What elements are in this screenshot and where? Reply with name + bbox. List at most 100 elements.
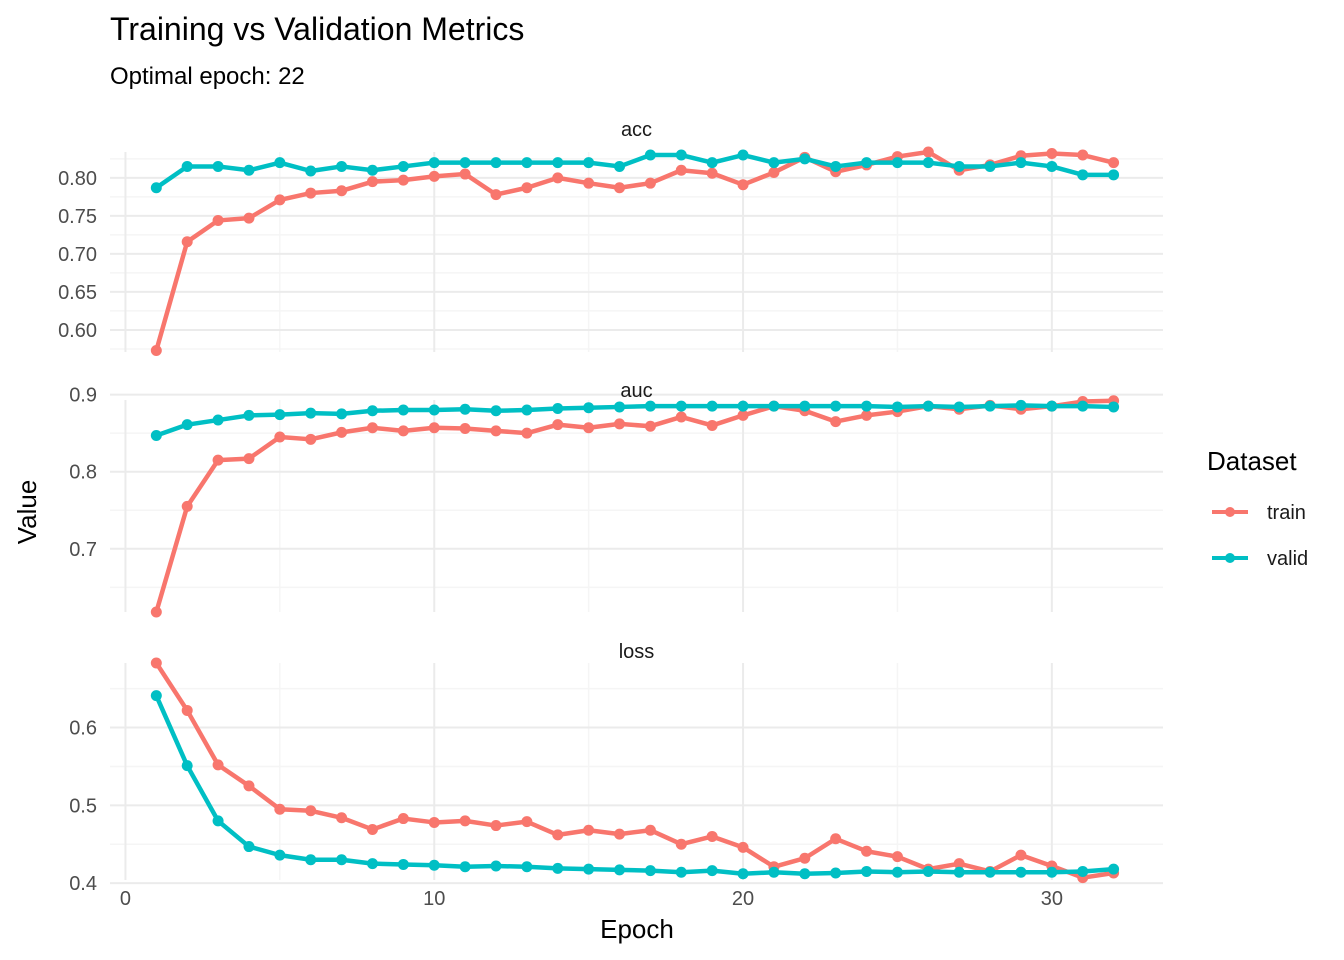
y-axis-title: Value <box>12 480 42 545</box>
data-point-valid <box>243 841 255 853</box>
x-tick-label: 20 <box>732 888 754 910</box>
data-point-valid <box>830 160 842 172</box>
data-point-valid <box>1108 169 1120 181</box>
data-point-train <box>366 823 378 835</box>
y-tick-label: 0.5 <box>69 795 97 817</box>
data-point-valid <box>583 157 595 169</box>
data-point-valid <box>706 865 718 877</box>
data-point-valid <box>181 760 193 772</box>
data-point-train <box>428 422 440 434</box>
x-tick-label: 30 <box>1041 888 1063 910</box>
y-tick-label: 0.65 <box>58 282 97 304</box>
data-point-train <box>397 813 409 825</box>
data-point-train <box>181 236 193 248</box>
data-point-train <box>768 167 780 179</box>
data-point-train <box>305 805 317 817</box>
data-point-train <box>490 425 502 437</box>
data-point-valid <box>274 409 286 421</box>
data-point-train <box>274 431 286 443</box>
facet-strip-label: acc <box>621 119 652 141</box>
data-point-valid <box>891 866 903 878</box>
data-point-valid <box>397 404 409 416</box>
facet-panel-loss: 0.4 0.5 0.6 loss <box>69 641 1163 895</box>
data-point-valid <box>1077 865 1089 877</box>
data-point-train <box>737 409 749 421</box>
data-point-valid <box>150 429 162 441</box>
data-point-train <box>891 851 903 863</box>
data-point-valid <box>737 149 749 161</box>
data-point-valid <box>644 149 656 161</box>
data-point-train <box>150 606 162 618</box>
series-line-valid <box>154 693 1116 877</box>
data-point-valid <box>490 860 502 872</box>
facet-strip-label: auc <box>620 380 652 402</box>
data-point-valid <box>861 865 873 877</box>
legend: Dataset train valid <box>1207 446 1308 570</box>
legend-label-train: train <box>1267 502 1306 524</box>
data-point-train <box>1046 148 1058 160</box>
data-point-train <box>397 174 409 186</box>
data-point-train <box>212 454 224 466</box>
data-point-train <box>305 433 317 445</box>
chart-title: Training vs Validation Metrics <box>110 11 524 47</box>
data-point-train <box>830 833 842 845</box>
data-point-train <box>366 176 378 188</box>
data-point-train <box>861 409 873 421</box>
data-point-valid <box>521 861 533 873</box>
data-point-valid <box>891 401 903 413</box>
data-point-valid <box>1077 169 1089 181</box>
x-tick-label: 10 <box>423 888 445 910</box>
data-point-train <box>428 816 440 828</box>
data-point-valid <box>212 815 224 827</box>
data-point-train <box>830 416 842 428</box>
data-point-valid <box>181 160 193 172</box>
x-axis: 0 10 20 30 <box>120 888 1063 910</box>
data-point-valid <box>830 867 842 879</box>
y-tick-label: 0.4 <box>69 873 97 895</box>
data-point-valid <box>644 865 656 877</box>
data-point-valid <box>614 160 626 172</box>
data-point-valid <box>150 690 162 702</box>
data-point-valid <box>1046 866 1058 878</box>
data-point-valid <box>366 858 378 870</box>
data-point-valid <box>953 401 965 413</box>
data-point-valid <box>336 160 348 172</box>
data-point-train <box>953 858 965 870</box>
data-point-valid <box>768 157 780 169</box>
y-tick-label: 0.75 <box>58 206 97 228</box>
data-point-train <box>336 812 348 824</box>
data-point-valid <box>243 164 255 176</box>
x-axis-title: Epoch <box>600 914 674 944</box>
data-point-valid <box>305 407 317 419</box>
data-point-train <box>706 419 718 431</box>
data-point-train <box>1077 149 1089 161</box>
data-point-train <box>428 170 440 182</box>
data-point-valid <box>428 157 440 169</box>
facet-panel-acc: 0.60 0.65 0.70 0.75 0.80 acc <box>58 119 1163 356</box>
data-point-train <box>552 419 564 431</box>
x-tick-label: 0 <box>120 888 131 910</box>
data-point-valid <box>181 419 193 431</box>
data-point-train <box>366 422 378 434</box>
legend-label-valid: valid <box>1267 548 1308 570</box>
data-point-train <box>583 824 595 836</box>
data-point-train <box>552 172 564 184</box>
data-point-train <box>490 189 502 201</box>
data-point-valid <box>830 400 842 412</box>
series-line-train <box>154 660 1116 880</box>
legend-item-valid: valid <box>1212 548 1308 570</box>
data-point-train <box>274 803 286 815</box>
data-point-valid <box>490 405 502 417</box>
data-point-train <box>243 212 255 224</box>
data-point-valid <box>274 849 286 861</box>
data-point-valid <box>1015 157 1027 169</box>
data-point-train <box>583 177 595 189</box>
data-point-valid <box>768 866 780 878</box>
data-point-train <box>644 420 656 432</box>
data-point-train <box>675 164 687 176</box>
data-point-valid <box>799 153 811 165</box>
data-point-valid <box>706 400 718 412</box>
data-point-train <box>552 829 564 841</box>
data-point-valid <box>675 866 687 878</box>
